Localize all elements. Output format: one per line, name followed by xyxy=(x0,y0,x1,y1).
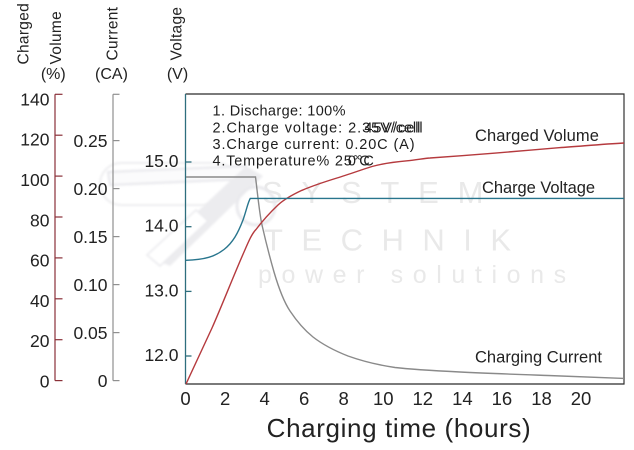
svg-text:120: 120 xyxy=(20,130,49,150)
svg-text:0.15: 0.15 xyxy=(73,227,107,247)
svg-text:60: 60 xyxy=(30,251,50,271)
svg-text:12.0: 12.0 xyxy=(144,345,178,365)
svg-text:Charged Volume: Charged Volume xyxy=(475,127,599,145)
svg-text:14: 14 xyxy=(452,388,473,409)
svg-text:45V/cell: 45V/cell xyxy=(364,120,423,136)
svg-text:Charged: Charged xyxy=(15,3,32,65)
svg-text:0.25: 0.25 xyxy=(73,131,107,151)
svg-text:Charging time (hours): Charging time (hours) xyxy=(267,413,532,443)
svg-text:12: 12 xyxy=(413,388,434,409)
svg-text:100: 100 xyxy=(20,170,49,190)
svg-text:3.Charge current: 0.20C (A): 3.Charge current: 0.20C (A) xyxy=(213,137,416,153)
svg-text:8: 8 xyxy=(339,388,349,409)
svg-text:0.10: 0.10 xyxy=(73,275,107,295)
svg-text:80: 80 xyxy=(30,210,50,230)
svg-text:(CA): (CA) xyxy=(95,66,128,83)
svg-text:13.0: 13.0 xyxy=(144,280,178,300)
svg-text:power solutions: power solutions xyxy=(258,261,576,289)
svg-text:Voltage: Voltage xyxy=(169,7,186,61)
svg-text:0.05: 0.05 xyxy=(73,323,107,343)
svg-text:2: 2 xyxy=(220,388,230,409)
svg-text:(%): (%) xyxy=(41,66,66,83)
svg-text:18: 18 xyxy=(531,388,552,409)
svg-text:0: 0 xyxy=(40,372,50,392)
svg-text:6: 6 xyxy=(299,388,309,409)
svg-text:20: 20 xyxy=(571,388,592,409)
svg-text:TECHNIK: TECHNIK xyxy=(264,223,530,258)
svg-text:14.0: 14.0 xyxy=(144,216,178,236)
svg-text:Volume: Volume xyxy=(48,11,65,65)
svg-text:0: 0 xyxy=(98,371,108,391)
svg-text:40: 40 xyxy=(30,291,50,311)
svg-text:Charging Current: Charging Current xyxy=(475,349,602,367)
svg-text:0.20: 0.20 xyxy=(73,179,107,199)
svg-text:0°C: 0°C xyxy=(348,153,375,169)
svg-text:4: 4 xyxy=(259,388,269,409)
svg-text:(V): (V) xyxy=(167,66,188,83)
svg-text:Charge Voltage: Charge Voltage xyxy=(482,179,595,197)
svg-text:10: 10 xyxy=(373,388,394,409)
svg-text:16: 16 xyxy=(492,388,513,409)
svg-text:4.Temperature% 25°C: 4.Temperature% 25°C xyxy=(213,153,371,169)
svg-text:140: 140 xyxy=(20,89,49,109)
svg-text:0: 0 xyxy=(180,388,190,409)
svg-text:20: 20 xyxy=(30,331,50,351)
svg-text:15.0: 15.0 xyxy=(144,151,178,171)
svg-text:1. Discharge: 100%: 1. Discharge: 100% xyxy=(213,104,346,120)
svg-text:Current: Current xyxy=(105,6,122,60)
svg-text:2.Charge voltage: 2.35V/cell: 2.Charge voltage: 2.35V/cell xyxy=(213,120,422,136)
